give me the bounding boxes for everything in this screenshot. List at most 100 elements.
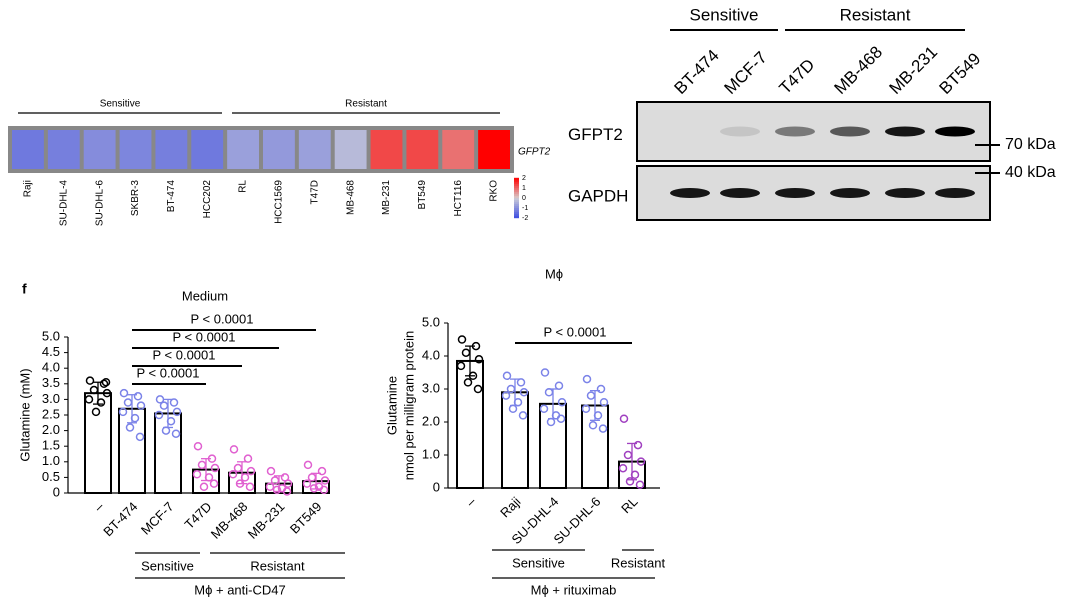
data-point — [243, 454, 253, 463]
data-point — [623, 450, 633, 460]
data-point — [228, 470, 238, 479]
data-point — [596, 384, 606, 394]
data-point — [118, 407, 128, 417]
cell-line-label: SU-DHL-4 — [58, 180, 69, 227]
data-point — [581, 404, 591, 414]
heatmap-cell — [191, 130, 224, 169]
data-point — [518, 411, 528, 420]
y-tick-label: 4.0 — [42, 360, 60, 375]
y-axis-label: Glutamine — [384, 376, 399, 435]
data-point — [282, 487, 292, 496]
colorbar-step — [514, 213, 519, 217]
heatmap-cell — [370, 130, 403, 169]
y-tick-label: 2.0 — [42, 422, 60, 437]
x-tick-label: MB-468 — [208, 499, 251, 542]
data-point — [463, 378, 473, 387]
y-tick-label: 0 — [433, 479, 440, 494]
data-point — [471, 341, 481, 351]
data-point — [319, 485, 329, 495]
data-point — [508, 404, 518, 414]
band — [670, 127, 710, 137]
heatmap-cell — [334, 130, 367, 169]
cell-line-label: RKO — [489, 180, 500, 202]
y-tick-label: 4.5 — [42, 344, 60, 359]
comparison-label: P < 0.0001 — [543, 324, 606, 339]
colorbar-step — [514, 211, 519, 215]
data-point — [546, 417, 556, 427]
y-tick-label: 4.0 — [422, 347, 440, 362]
y-axis-label: nmol per milligram protein — [401, 331, 416, 481]
data-point — [501, 391, 511, 400]
data-point — [99, 379, 109, 389]
x-tick-label: MCF-7 — [138, 499, 177, 538]
heatmap-cell — [406, 130, 439, 169]
blot-row-label: GAPDH — [568, 186, 628, 205]
data-point — [630, 470, 640, 480]
x-tick-label: RL — [618, 494, 640, 516]
colorbar-step — [514, 185, 519, 189]
data-point — [502, 371, 512, 381]
data-point — [155, 395, 165, 404]
group-label: Sensitive — [512, 555, 565, 570]
data-point — [474, 355, 484, 364]
data-point — [204, 473, 214, 482]
band — [720, 188, 760, 198]
y-tick-label: 2.5 — [42, 406, 60, 421]
data-point — [171, 429, 181, 438]
colorbar-step — [514, 199, 519, 203]
lane-label: MB-231 — [886, 42, 942, 98]
data-point — [582, 374, 592, 384]
y-tick-label: 5.0 — [422, 314, 440, 329]
heatmap-cell — [442, 130, 475, 169]
data-point — [136, 401, 146, 410]
cell-line-label: HCC202 — [202, 180, 213, 219]
data-point — [192, 470, 202, 479]
blot-row-label: GFPT2 — [568, 125, 623, 144]
y-tick-label: 0.5 — [42, 469, 60, 484]
data-point — [101, 377, 111, 387]
band — [935, 188, 975, 198]
y-axis-label: Glutamine (mM) — [17, 368, 32, 461]
x-tick-label: BT549 — [287, 499, 325, 537]
y-tick-label: 5.0 — [42, 328, 60, 343]
cell-line-label: T47D — [309, 180, 320, 204]
colorbar-step — [514, 177, 519, 181]
colorbar-step — [514, 181, 519, 185]
x-tick-label: T47D — [181, 499, 214, 532]
colorbar-tick: 2 — [522, 175, 526, 182]
data-point — [172, 407, 182, 417]
lane-label: MB-468 — [831, 42, 887, 98]
colorbar-step — [514, 203, 519, 207]
cell-line-label: HCC1569 — [274, 180, 285, 224]
colorbar-step — [514, 193, 519, 197]
data-point — [473, 384, 483, 394]
data-point — [513, 397, 523, 407]
gene-label: GFPT2 — [518, 147, 551, 158]
lane-label: MCF-7 — [721, 48, 771, 98]
data-point — [169, 398, 179, 407]
cell-line-label: MB-468 — [345, 180, 356, 215]
data-point — [539, 404, 549, 414]
data-point — [89, 385, 99, 395]
x-axis-label: Mϕ + anti-CD47 — [194, 582, 285, 597]
colorbar-step — [514, 179, 519, 183]
data-point — [557, 397, 567, 407]
data-point — [125, 423, 135, 432]
data-point — [586, 391, 596, 400]
y-tick-label: 3.5 — [42, 375, 60, 390]
data-point — [85, 376, 95, 385]
data-point — [265, 482, 275, 492]
data-point — [135, 432, 145, 442]
data-point — [133, 392, 143, 401]
heatmap-cell — [478, 130, 510, 169]
band — [775, 188, 815, 198]
data-point — [461, 348, 471, 357]
data-point — [456, 361, 466, 371]
y-tick-label: 1.0 — [422, 446, 440, 461]
marker-label: 40 kDa — [1005, 164, 1056, 181]
band — [935, 126, 975, 137]
group-label: Sensitive — [141, 558, 194, 573]
data-point — [283, 479, 293, 488]
x-tick-label: MB-231 — [245, 499, 288, 542]
